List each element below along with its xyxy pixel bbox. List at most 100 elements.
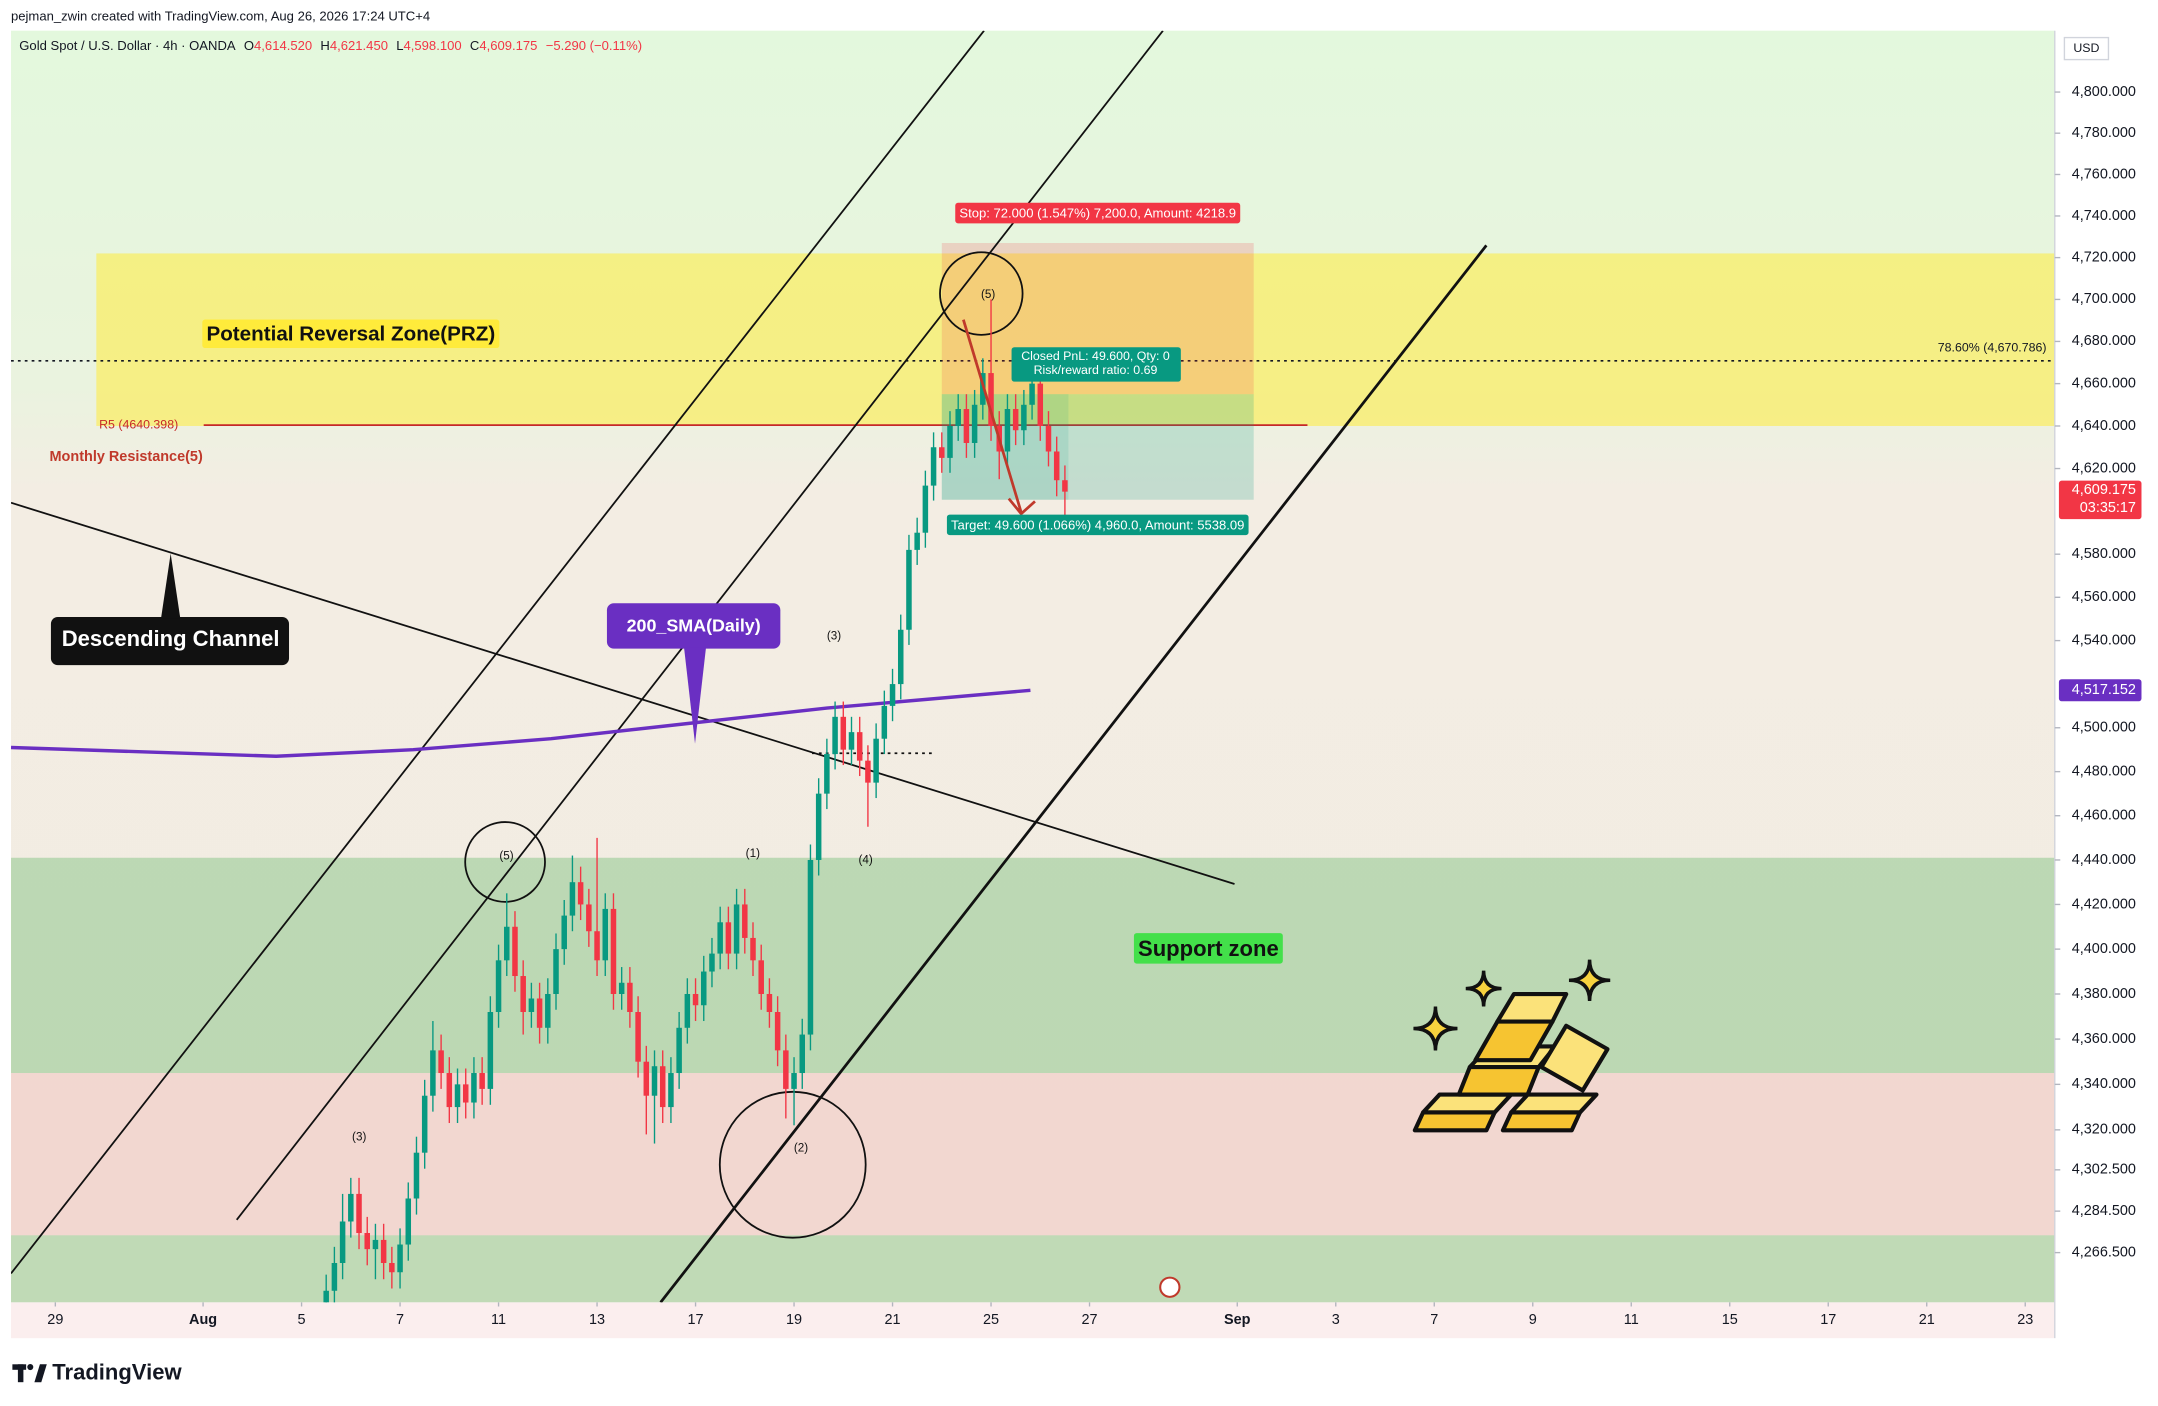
x-tick-label: 23 bbox=[2017, 1312, 2033, 1328]
y-tick-label: 4,360.000 bbox=[2072, 1031, 2136, 1047]
candle-body bbox=[774, 1012, 781, 1051]
candle-body bbox=[454, 1084, 461, 1108]
target-label: Target: 49.600 (1.066%) 4,960.0, Amount:… bbox=[951, 517, 1244, 532]
stop-label-box bbox=[955, 202, 1241, 224]
header-item: 4,609.175 bbox=[479, 39, 537, 54]
header-item: 4,614.520 bbox=[254, 39, 312, 54]
candle-body bbox=[684, 993, 691, 1028]
candle-body bbox=[323, 1290, 329, 1303]
candle-body bbox=[364, 1233, 370, 1250]
plot-background bbox=[11, 30, 2055, 1303]
header-item: 4,598.100 bbox=[404, 39, 462, 54]
candle-body bbox=[766, 993, 773, 1013]
x-tick-label: 25 bbox=[983, 1312, 999, 1328]
candle-body bbox=[372, 1239, 379, 1250]
candle-body bbox=[397, 1244, 403, 1273]
candle-body bbox=[528, 998, 535, 1013]
candle-body bbox=[799, 1034, 806, 1074]
annotation: (2) bbox=[794, 1141, 808, 1154]
annotation: (3) bbox=[352, 1130, 366, 1143]
y-tick-label: 4,680.000 bbox=[2072, 333, 2136, 349]
x-tick-label: 11 bbox=[491, 1312, 506, 1328]
y-tick-label: 4,266.500 bbox=[2072, 1244, 2136, 1260]
candle-body bbox=[955, 409, 961, 426]
channel-line bbox=[659, 244, 1488, 1303]
currency-box bbox=[2063, 36, 2110, 61]
y-tick-label: 4,780.000 bbox=[2072, 125, 2136, 141]
candle-body bbox=[971, 404, 978, 443]
candle-body bbox=[815, 793, 822, 860]
candle-body bbox=[659, 1066, 666, 1108]
candle-body bbox=[504, 926, 510, 961]
candle-body bbox=[963, 409, 970, 443]
candle-body bbox=[512, 926, 518, 977]
callout-pointer bbox=[684, 647, 707, 744]
candle-body bbox=[668, 1073, 674, 1108]
candle-body bbox=[380, 1239, 387, 1264]
candle-body bbox=[471, 1073, 477, 1103]
candle-body bbox=[848, 732, 855, 750]
x-tick-label: 5 bbox=[298, 1312, 306, 1328]
x-tick-label: Aug bbox=[189, 1312, 217, 1328]
candle-body bbox=[635, 1012, 641, 1062]
candle-body bbox=[421, 1095, 428, 1153]
annotation: Monthly Resistance(5) bbox=[50, 449, 203, 465]
candle-body bbox=[356, 1193, 362, 1234]
candle-body bbox=[914, 532, 920, 550]
y-tick-label: 4,540.000 bbox=[2072, 632, 2136, 648]
zone bbox=[11, 1235, 2055, 1303]
x-tick-label: 13 bbox=[589, 1312, 605, 1328]
candle-body bbox=[906, 549, 912, 630]
candle-body bbox=[545, 993, 551, 1028]
channel-line bbox=[11, 30, 985, 1275]
candle-body bbox=[750, 937, 756, 961]
candle-body bbox=[1037, 383, 1044, 426]
y-tick-label: 4,320.000 bbox=[2072, 1122, 2136, 1138]
x-tick-label: 29 bbox=[47, 1312, 63, 1328]
annotation: (5) bbox=[981, 288, 995, 301]
candle-body bbox=[479, 1073, 485, 1089]
wave-circle bbox=[718, 1090, 867, 1239]
zone-label: Potential Reversal Zone(PRZ) bbox=[206, 322, 495, 345]
sma-line bbox=[11, 688, 1031, 758]
y-tick-label: 4,800.000 bbox=[2072, 84, 2136, 100]
sparkles bbox=[1413, 959, 1611, 1051]
candle-body bbox=[988, 373, 994, 426]
header-item: 4,621.450 bbox=[330, 39, 388, 54]
candle-body bbox=[758, 960, 764, 994]
header-item: L bbox=[396, 39, 403, 54]
callout-box bbox=[606, 603, 781, 649]
zone bbox=[11, 1073, 2055, 1236]
candle-body bbox=[627, 982, 633, 1013]
candle-body bbox=[487, 1012, 494, 1089]
candle-body bbox=[520, 976, 526, 1013]
candle-body bbox=[947, 425, 953, 458]
candle-body bbox=[618, 982, 625, 994]
candle-body bbox=[1053, 451, 1060, 481]
rr-label: Risk/reward ratio: 0.69 bbox=[1034, 363, 1158, 377]
brand: TradingView bbox=[52, 1360, 182, 1385]
y-tick-label: 4,560.000 bbox=[2072, 589, 2136, 605]
x-tick-label: 11 bbox=[1624, 1312, 1639, 1328]
candle-body bbox=[569, 882, 576, 916]
candle-body bbox=[1062, 480, 1068, 492]
candle-body bbox=[586, 904, 592, 932]
candle-body bbox=[930, 447, 937, 486]
candle-body bbox=[331, 1263, 338, 1291]
annotation: (1) bbox=[746, 847, 760, 860]
x-tick-label: 3 bbox=[1332, 1312, 1340, 1328]
target-label-box bbox=[946, 514, 1249, 536]
header-item: H bbox=[320, 39, 329, 54]
last-price-tag bbox=[2058, 480, 2142, 520]
candle-body bbox=[602, 908, 609, 961]
countdown: 03:35:17 bbox=[2080, 500, 2136, 516]
y-tick-label: 4,660.000 bbox=[2072, 375, 2136, 391]
brand-logo bbox=[12, 1364, 47, 1383]
currency: USD bbox=[2073, 41, 2099, 55]
header-item: −5.290 (−0.11%) bbox=[546, 39, 642, 54]
x-tick-label: 21 bbox=[1919, 1312, 1935, 1328]
wave-circle bbox=[464, 821, 546, 903]
sma-callout-label: 200_SMA(Daily) bbox=[627, 615, 761, 635]
